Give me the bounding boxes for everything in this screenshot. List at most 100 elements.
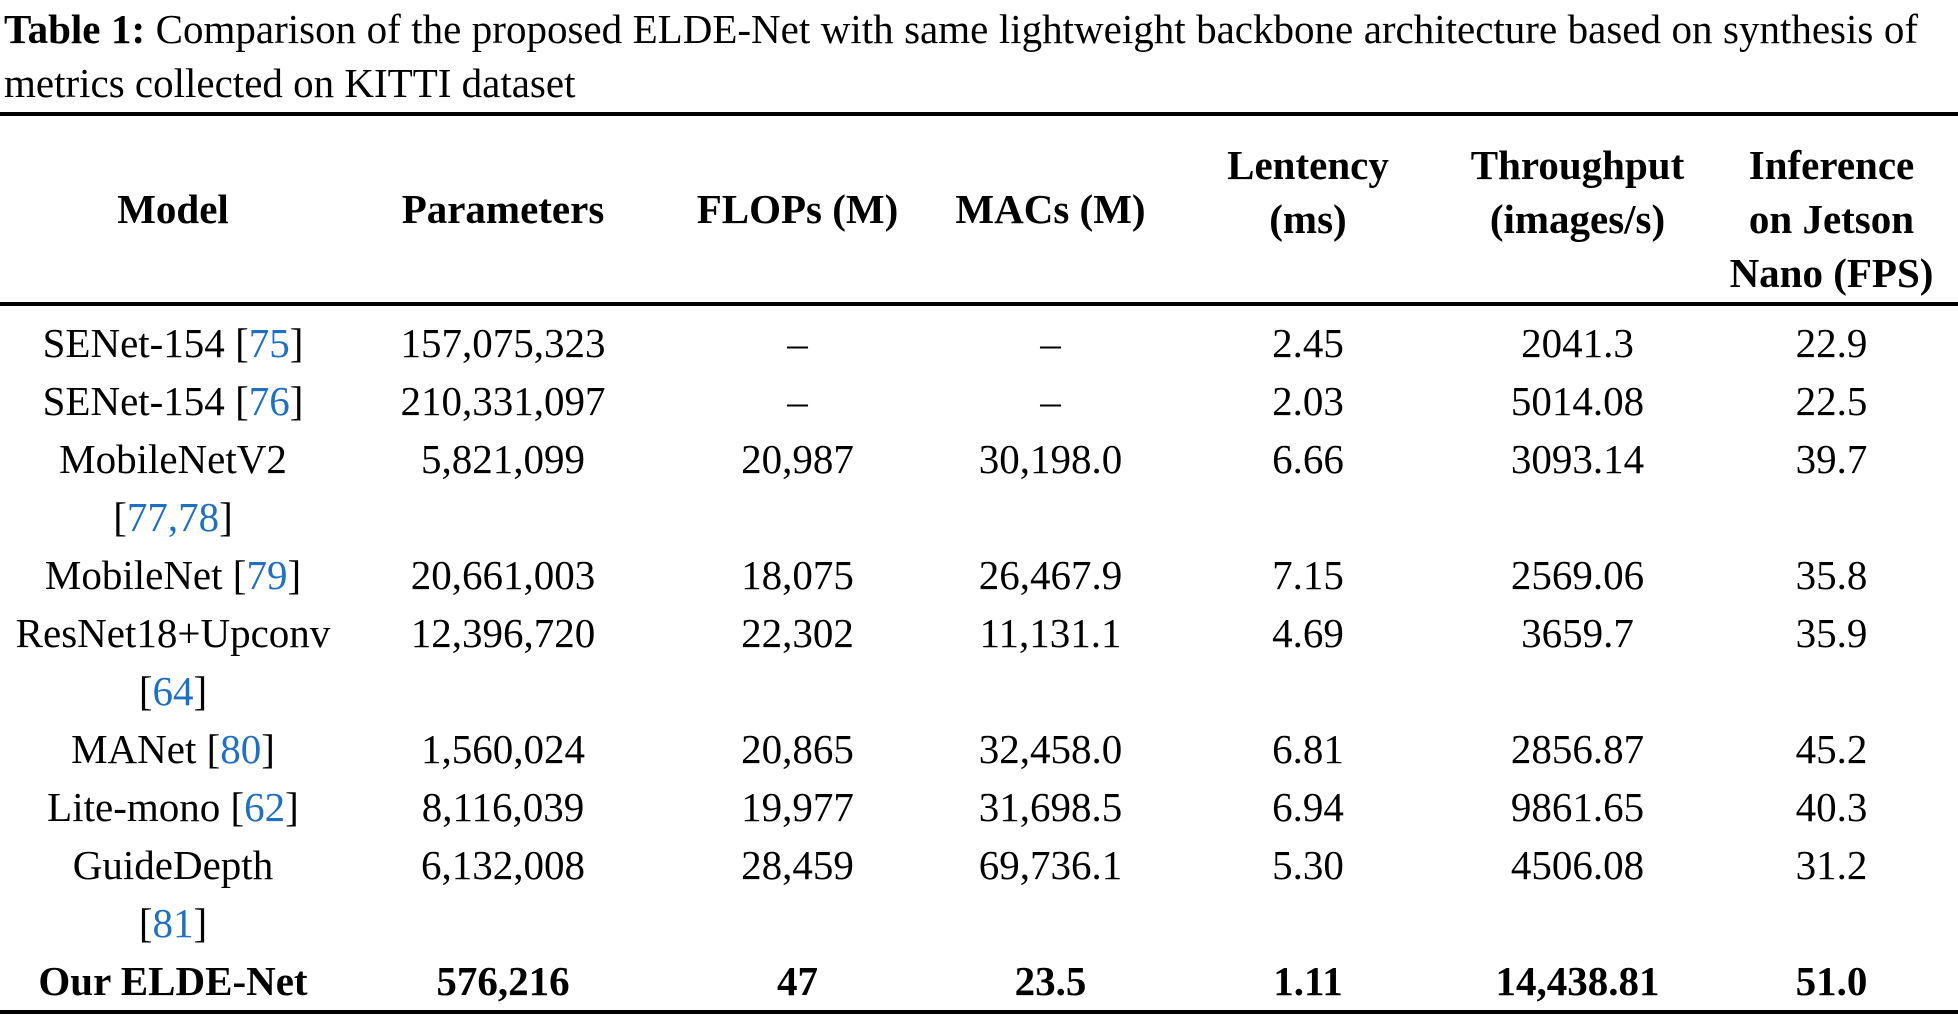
macs-cell: 31,698.5 bbox=[978, 784, 1123, 830]
header-row: Model Parameters FLOPs (M) MACs (M) Lentency… bbox=[0, 114, 1958, 306]
flops-cell: 19,977 bbox=[741, 784, 854, 830]
inference-cell: 22.5 bbox=[1795, 378, 1868, 424]
flops-cell: 28,459 bbox=[741, 842, 854, 888]
parameters-cell: 8,116,039 bbox=[421, 784, 585, 830]
column-header-line: Nano (FPS) bbox=[1729, 250, 1934, 296]
column-header-line: MACs (M) bbox=[955, 186, 1146, 232]
throughput-cell: 3659.7 bbox=[1521, 610, 1634, 656]
table-row: Lite-mono [62] 8,116,039 19,977 31,698.5 6.9… bbox=[0, 778, 1958, 836]
parameters-cell: 20,661,003 bbox=[410, 552, 596, 598]
citation-open-bracket: [ bbox=[138, 668, 153, 714]
inference-cell: 35.9 bbox=[1795, 610, 1868, 656]
citation-close-bracket: ] bbox=[261, 726, 275, 772]
citation-open-bracket: [ bbox=[230, 784, 245, 830]
inference-cell: 35.8 bbox=[1795, 552, 1868, 598]
citation-link[interactable]: 77,78 bbox=[126, 494, 220, 540]
parameters-cell: 1,560,024 bbox=[421, 726, 585, 772]
model-name-line: Our ELDE-Net bbox=[0, 952, 346, 1010]
column-header-line: (ms) bbox=[1269, 196, 1347, 242]
column-header-line: Lentency bbox=[1227, 142, 1389, 188]
latency-cell: 2.03 bbox=[1272, 378, 1344, 424]
flops-cell: 20,987 bbox=[741, 436, 854, 482]
latency-cell: 6.94 bbox=[1272, 784, 1344, 830]
model-name-line: MANet [80] bbox=[0, 720, 346, 778]
inference-cell: 22.9 bbox=[1795, 320, 1868, 366]
parameters-cell: 576,216 bbox=[436, 958, 570, 1004]
latency-cell: 5.30 bbox=[1272, 842, 1344, 888]
model-name: Our ELDE-Net bbox=[38, 958, 308, 1004]
table-caption-text: Comparison of the proposed ELDE-Net with… bbox=[4, 6, 1918, 106]
column-header-line: Model bbox=[117, 186, 229, 232]
throughput-cell: 9861.65 bbox=[1510, 784, 1645, 830]
column-header-line: FLOPs (M) bbox=[696, 186, 899, 232]
flops-cell: 47 bbox=[777, 958, 818, 1004]
citation-link[interactable]: 75 bbox=[248, 320, 290, 366]
model-name: SENet-154 bbox=[42, 320, 225, 366]
model-citation-line: [81] bbox=[0, 894, 346, 952]
citation-open-bracket: [ bbox=[235, 378, 249, 424]
table-caption: Table 1: Comparison of the proposed ELDE… bbox=[0, 0, 1958, 112]
citation-link[interactable]: 62 bbox=[244, 784, 286, 830]
inference-cell: 45.2 bbox=[1795, 726, 1868, 772]
parameters-cell: 6,132,008 bbox=[421, 842, 585, 888]
latency-cell: 2.45 bbox=[1272, 320, 1344, 366]
macs-cell: 30,198.0 bbox=[978, 436, 1123, 482]
metrics-table: Model Parameters FLOPs (M) MACs (M) Lentency… bbox=[0, 112, 1958, 1014]
parameters-cell: 5,821,099 bbox=[421, 436, 585, 482]
citation-close-bracket: ] bbox=[287, 552, 302, 598]
citation-close-bracket: ] bbox=[285, 784, 299, 830]
citation-link[interactable]: 80 bbox=[220, 726, 262, 772]
model-name-line: SENet-154 [76] bbox=[0, 372, 346, 430]
model-name: MobileNetV2 bbox=[59, 436, 287, 482]
citation-open-bracket: [ bbox=[113, 494, 127, 540]
macs-cell: 11,131.1 bbox=[979, 610, 1122, 656]
model-cell: Our ELDE-Net bbox=[0, 952, 346, 1012]
column-header-macs: MACs (M) bbox=[935, 114, 1166, 306]
model-cell: Lite-mono [62] bbox=[0, 778, 346, 836]
model-cell: MobileNetV2 [77,78] bbox=[0, 430, 346, 546]
throughput-cell: 2856.87 bbox=[1510, 726, 1645, 772]
column-header-throughput: Throughput (images/s) bbox=[1450, 114, 1705, 306]
throughput-cell: 2569.06 bbox=[1510, 552, 1645, 598]
column-header-flops: FLOPs (M) bbox=[660, 114, 935, 306]
model-cell: SENet-154 [75] bbox=[0, 304, 346, 372]
flops-cell: 18,075 bbox=[741, 552, 854, 598]
parameters-cell: 157,075,323 bbox=[400, 320, 606, 366]
citation-open-bracket: [ bbox=[138, 900, 153, 946]
macs-cell: – bbox=[1040, 378, 1061, 424]
column-header-line: on Jetson bbox=[1748, 196, 1915, 242]
model-cell: GuideDepth [81] bbox=[0, 836, 346, 952]
table-body: SENet-154 [75] 157,075,323 – – 2.45 2041.3 22.… bbox=[0, 304, 1958, 1012]
table-row: SENet-154 [75] 157,075,323 – – 2.45 2041.3 22.… bbox=[0, 304, 1958, 372]
column-header-latency: Lentency (ms) bbox=[1166, 114, 1450, 306]
flops-cell: 20,865 bbox=[741, 726, 854, 772]
table-head: Model Parameters FLOPs (M) MACs (M) Lentency… bbox=[0, 114, 1958, 306]
model-cell: SENet-154 [76] bbox=[0, 372, 346, 430]
model-name: SENet-154 bbox=[42, 378, 225, 424]
flops-cell: 22,302 bbox=[741, 610, 854, 656]
citation-open-bracket: [ bbox=[232, 552, 247, 598]
model-cell: ResNet18+Upconv [64] bbox=[0, 604, 346, 720]
column-header-model: Model bbox=[0, 114, 346, 306]
citation-link[interactable]: 79 bbox=[246, 552, 288, 598]
latency-cell: 1.11 bbox=[1273, 958, 1343, 1004]
citation-close-bracket: ] bbox=[193, 668, 208, 714]
inference-cell: 31.2 bbox=[1795, 842, 1868, 888]
table-row: SENet-154 [76] 210,331,097 – – 2.03 5014.08 22… bbox=[0, 372, 1958, 430]
citation-close-bracket: ] bbox=[219, 494, 233, 540]
citation-link[interactable]: 64 bbox=[152, 668, 194, 714]
citation-close-bracket: ] bbox=[193, 900, 208, 946]
model-citation-line: [77,78] bbox=[0, 488, 346, 546]
throughput-cell: 3093.14 bbox=[1510, 436, 1645, 482]
model-name-line: MobileNetV2 bbox=[0, 430, 346, 488]
parameters-cell: 12,396,720 bbox=[410, 610, 596, 656]
citation-link[interactable]: 81 bbox=[152, 900, 194, 946]
table-row: MANet [80] 1,560,024 20,865 32,458.0 6.81 285… bbox=[0, 720, 1958, 778]
macs-cell: – bbox=[1040, 320, 1061, 366]
model-cell: MobileNet [79] bbox=[0, 546, 346, 604]
citation: [76] bbox=[235, 378, 303, 424]
citation: [77,78] bbox=[113, 494, 233, 540]
citation-link[interactable]: 76 bbox=[248, 378, 290, 424]
citation-close-bracket: ] bbox=[289, 378, 304, 424]
flops-cell: – bbox=[787, 378, 808, 424]
